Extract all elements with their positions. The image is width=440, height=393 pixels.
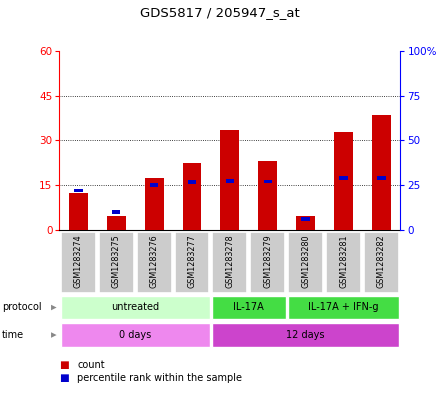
Bar bbox=[61, 296, 210, 319]
Bar bbox=[326, 232, 361, 293]
Bar bbox=[288, 296, 399, 319]
Bar bbox=[288, 232, 323, 293]
Bar bbox=[264, 180, 272, 184]
Bar bbox=[372, 115, 391, 230]
Text: count: count bbox=[77, 360, 105, 370]
Text: time: time bbox=[2, 330, 24, 340]
Bar bbox=[334, 132, 353, 230]
Bar bbox=[183, 163, 202, 230]
Bar bbox=[250, 232, 285, 293]
Text: 0 days: 0 days bbox=[119, 329, 151, 340]
Text: GSM1283277: GSM1283277 bbox=[187, 234, 197, 288]
Bar bbox=[212, 296, 286, 319]
Text: percentile rank within the sample: percentile rank within the sample bbox=[77, 373, 242, 383]
Bar bbox=[61, 232, 96, 293]
Bar bbox=[364, 232, 399, 293]
Bar bbox=[145, 178, 164, 230]
Text: ■: ■ bbox=[59, 360, 69, 370]
Bar bbox=[212, 323, 399, 347]
Bar bbox=[175, 232, 209, 293]
Bar bbox=[107, 217, 126, 230]
Bar bbox=[220, 130, 239, 230]
Bar bbox=[61, 323, 210, 347]
Bar bbox=[296, 217, 315, 230]
Bar bbox=[377, 176, 386, 180]
Bar bbox=[74, 189, 83, 192]
Bar bbox=[99, 232, 134, 293]
Bar bbox=[188, 180, 196, 184]
Text: IL-17A: IL-17A bbox=[234, 302, 264, 312]
Bar bbox=[301, 217, 310, 221]
Text: GSM1283278: GSM1283278 bbox=[225, 234, 235, 288]
Bar bbox=[339, 176, 348, 180]
Text: GSM1283279: GSM1283279 bbox=[263, 234, 272, 288]
Text: ■: ■ bbox=[59, 373, 69, 383]
Text: IL-17A + IFN-g: IL-17A + IFN-g bbox=[308, 302, 379, 312]
Text: untreated: untreated bbox=[111, 302, 159, 312]
Bar bbox=[226, 179, 234, 182]
Text: GSM1283282: GSM1283282 bbox=[377, 234, 386, 288]
Text: 12 days: 12 days bbox=[286, 329, 325, 340]
Text: GSM1283275: GSM1283275 bbox=[112, 234, 121, 288]
Bar bbox=[112, 210, 121, 214]
Bar bbox=[213, 232, 247, 293]
Text: GSM1283281: GSM1283281 bbox=[339, 234, 348, 288]
Bar bbox=[69, 193, 88, 230]
Bar bbox=[258, 162, 277, 230]
Text: protocol: protocol bbox=[2, 302, 42, 312]
Bar bbox=[137, 232, 172, 293]
Text: GSM1283274: GSM1283274 bbox=[74, 234, 83, 288]
Text: GDS5817 / 205947_s_at: GDS5817 / 205947_s_at bbox=[140, 6, 300, 19]
Bar bbox=[150, 184, 158, 187]
Text: GSM1283276: GSM1283276 bbox=[150, 234, 159, 288]
Text: GSM1283280: GSM1283280 bbox=[301, 234, 310, 288]
